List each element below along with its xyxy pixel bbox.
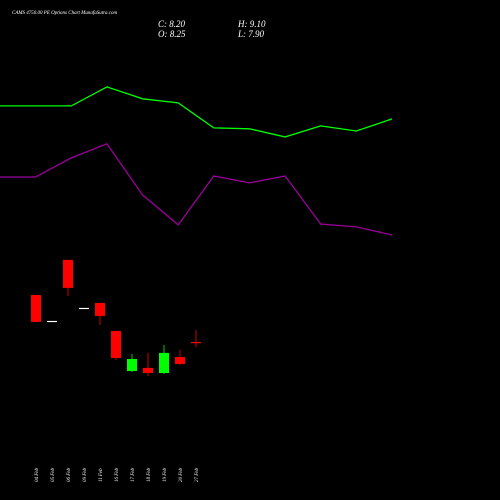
x-tick-label: 16 Feb <box>115 467 120 482</box>
x-tick-label: 06 Feb <box>67 467 72 482</box>
chart-title: CAMS 4750.00 PE Options Chart MunafaSutr… <box>12 11 118 16</box>
high-label: H: 9.10 <box>237 19 266 29</box>
x-tick-label: 18 Feb <box>147 467 152 482</box>
candle-body <box>159 352 169 373</box>
candle-body <box>47 320 57 323</box>
x-tick-label: 04 Feb <box>35 467 40 482</box>
x-tick-label: 11 Feb <box>99 468 104 482</box>
x-tick-label: 09 Feb <box>83 467 88 482</box>
candle-body <box>31 295 41 322</box>
x-tick-label: 05 Feb <box>51 467 56 482</box>
indicator-line <box>0 86 393 138</box>
x-tick-label: 19 Feb <box>163 467 168 482</box>
low-label: L: 7.90 <box>237 29 265 39</box>
candle-body <box>127 358 137 372</box>
candle-body <box>191 342 201 344</box>
candle-body <box>79 307 89 310</box>
candle-body <box>143 367 153 373</box>
x-tick-label: 20 Feb <box>179 467 184 482</box>
indicator-line <box>0 143 393 236</box>
x-tick-label: 17 Feb <box>131 467 136 482</box>
candle-body <box>175 357 185 364</box>
close-label: C: 8.20 <box>158 19 186 29</box>
candle-body <box>63 259 73 288</box>
candle-body <box>111 330 121 358</box>
x-tick-label: 27 Feb <box>195 467 200 482</box>
open-label: O: 8.25 <box>158 29 186 39</box>
candle-body <box>95 302 105 316</box>
